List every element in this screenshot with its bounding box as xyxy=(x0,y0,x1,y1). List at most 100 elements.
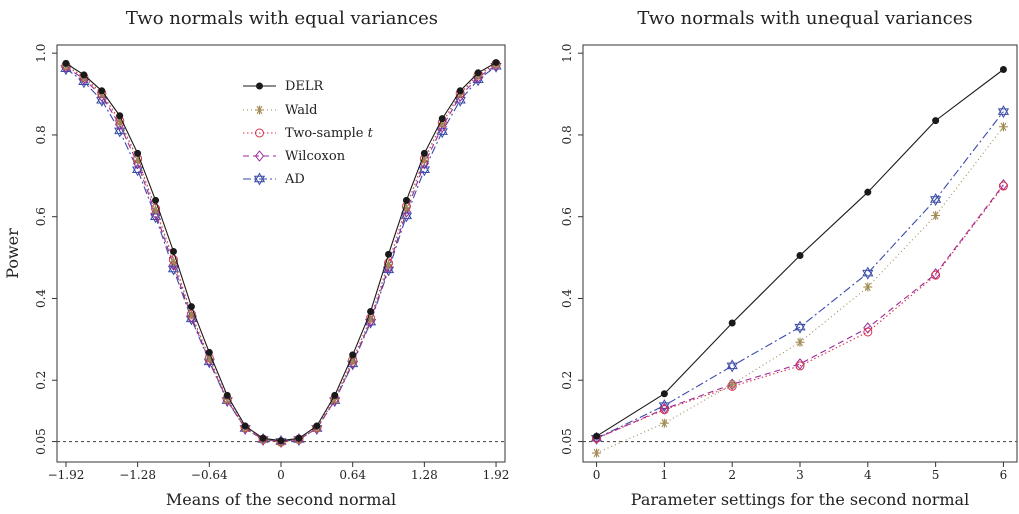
data-point-wald xyxy=(795,337,805,347)
data-point-two-sample-t xyxy=(863,327,873,337)
data-point-delr xyxy=(796,252,804,260)
data-point-two-sample-t xyxy=(659,405,669,415)
data-point-delr xyxy=(169,247,177,255)
data-point-delr xyxy=(62,59,70,67)
chart-panel-2: Two normals with unequal variances 0 1 2 3 4 5… xyxy=(560,8,1018,509)
series-ad xyxy=(590,105,1010,445)
data-point-delr xyxy=(259,434,267,442)
series-two-sample-t xyxy=(592,181,1008,443)
data-point-delr xyxy=(864,188,872,196)
series-wilcoxon xyxy=(591,179,1009,445)
data-point-delr xyxy=(241,422,249,430)
data-point-wilcoxon xyxy=(795,358,805,370)
data-point-ad xyxy=(436,125,448,139)
data-point-ad xyxy=(997,105,1010,119)
x-tick-label: 1.28 xyxy=(411,468,438,482)
data-point-wilcoxon xyxy=(330,394,340,407)
data-point-wald xyxy=(592,448,602,458)
data-point-ad xyxy=(418,163,430,177)
plot-frame xyxy=(56,44,506,463)
legend-marker xyxy=(256,82,263,90)
y-axis-label: Power xyxy=(3,228,22,279)
y-tick-label: 0.05 xyxy=(560,428,574,455)
data-point-delr xyxy=(331,391,339,399)
data-point-ad xyxy=(794,320,806,334)
data-point-delr xyxy=(367,308,375,316)
legend-label: DELR xyxy=(285,79,325,94)
data-point-delr xyxy=(728,319,736,327)
data-point-delr xyxy=(134,149,142,157)
data-point-wilcoxon xyxy=(863,322,873,334)
data-point-delr xyxy=(438,115,446,123)
data-point-delr xyxy=(402,196,410,204)
data-point-delr xyxy=(593,432,601,440)
chart-title: Two normals with unequal variances xyxy=(637,8,972,29)
series-wilcoxon xyxy=(61,59,501,448)
series-delr xyxy=(62,59,500,445)
series-line-ad xyxy=(65,65,497,443)
data-point-delr xyxy=(456,87,464,95)
x-tick-label: 3 xyxy=(796,468,804,482)
data-point-delr xyxy=(295,434,303,442)
data-point-wald xyxy=(998,122,1008,132)
chart-panel-1: Two normals with equal variances −1.92 −1.… xyxy=(3,8,509,509)
data-point-delr xyxy=(223,391,231,399)
legend-item-two-sample-t: Two-sample t xyxy=(243,126,374,141)
x-tick-label: −0.64 xyxy=(191,468,228,482)
data-point-delr xyxy=(205,348,213,356)
series-line-wald xyxy=(596,126,1004,454)
legend-marker xyxy=(254,150,265,162)
data-point-two-sample-t xyxy=(795,361,805,371)
y-tick-label: 0.8 xyxy=(34,125,48,144)
series-line-two-sample-t xyxy=(596,185,1004,439)
data-point-delr xyxy=(385,250,393,258)
data-point-ad xyxy=(862,266,874,280)
series-delr xyxy=(593,66,1007,440)
series-line-delr xyxy=(65,62,497,442)
data-point-wald xyxy=(863,282,873,292)
data-point-delr xyxy=(660,390,668,398)
data-point-wilcoxon xyxy=(222,394,232,407)
data-point-delr xyxy=(932,117,940,125)
data-point-delr xyxy=(187,303,195,311)
x-tick-label: −1.92 xyxy=(48,468,85,482)
x-tick-label: 6 xyxy=(1000,468,1008,482)
x-tick-label: 1.92 xyxy=(483,468,510,482)
y-tick-label: 0.6 xyxy=(560,207,574,226)
data-point-wald xyxy=(659,418,669,428)
series-line-wald xyxy=(65,64,497,443)
y-tick-label: 1.0 xyxy=(560,44,574,63)
data-point-two-sample-t xyxy=(931,270,941,280)
legend-label: AD xyxy=(284,172,305,187)
data-point-wilcoxon xyxy=(401,205,412,218)
legend-item-ad: AD xyxy=(243,172,305,187)
data-point-wilcoxon xyxy=(727,378,737,391)
y-tick-label: 0.4 xyxy=(560,289,574,308)
data-point-wilcoxon xyxy=(168,259,179,271)
data-point-two-sample-t xyxy=(998,181,1008,191)
x-tick-label: 5 xyxy=(932,468,940,482)
y-tick-label: 0.6 xyxy=(34,207,48,226)
y-tick-label: 0.05 xyxy=(34,428,48,455)
y-tick-label: 0.8 xyxy=(560,125,574,144)
data-point-delr xyxy=(999,66,1007,74)
data-point-delr xyxy=(492,59,500,67)
data-point-delr xyxy=(420,149,428,157)
data-point-delr xyxy=(474,69,482,77)
chart-title: Two normals with equal variances xyxy=(126,8,438,29)
legend-label: Wilcoxon xyxy=(285,149,346,164)
data-point-delr xyxy=(277,437,285,445)
data-point-delr xyxy=(116,112,124,120)
x-tick-label: 1 xyxy=(661,468,669,482)
data-point-wilcoxon xyxy=(115,118,125,131)
legend-item-wilcoxon: Wilcoxon xyxy=(243,149,346,164)
y-tick-label: 1.0 xyxy=(34,44,48,63)
legend-label: Wald xyxy=(285,103,317,118)
data-point-delr xyxy=(98,87,106,95)
legend-label: Two-sample t xyxy=(285,126,374,141)
series-two-sample-t xyxy=(61,59,501,447)
x-tick-label: −1.28 xyxy=(119,468,156,482)
data-point-wald xyxy=(384,260,394,270)
x-tick-label: 0 xyxy=(277,468,285,482)
